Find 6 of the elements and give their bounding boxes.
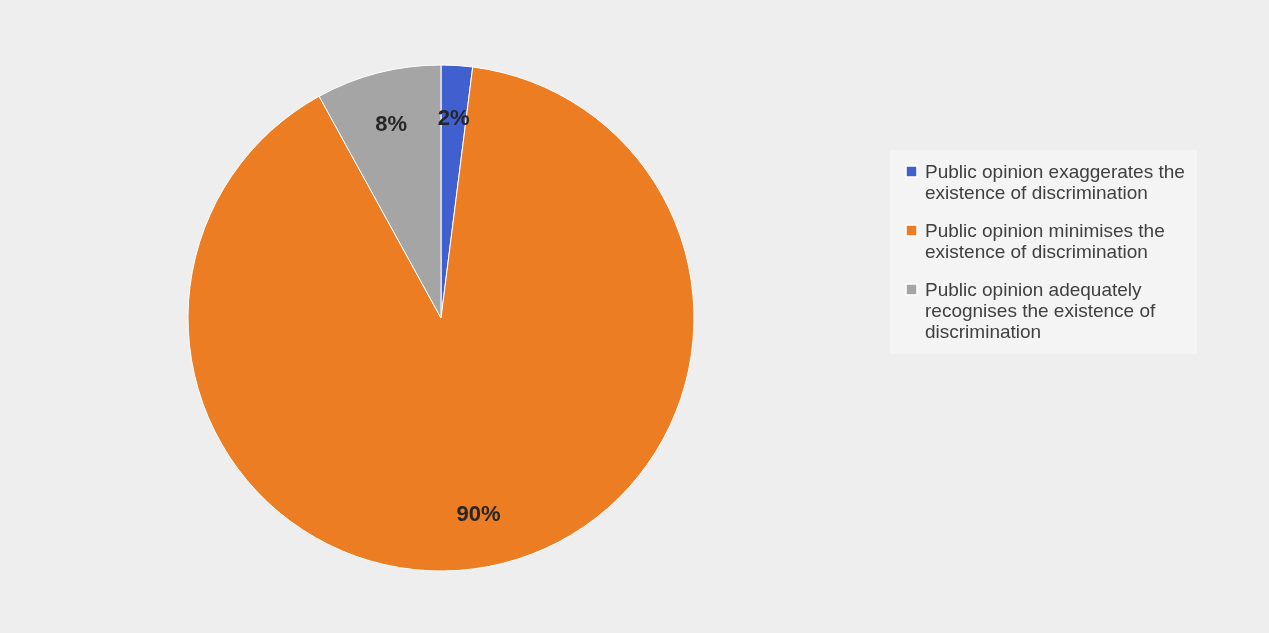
legend-label: Public opinion adequately recognises the existence of discrimination <box>925 278 1156 342</box>
data-label: 90% <box>456 501 501 527</box>
pie-slice <box>187 66 695 572</box>
legend-label: Public opinion exaggerates the existence of discrimination <box>925 160 1185 203</box>
data-label: 8% <box>375 111 408 137</box>
legend-label: Public opinion minimises the existence of discrimination <box>925 219 1165 262</box>
